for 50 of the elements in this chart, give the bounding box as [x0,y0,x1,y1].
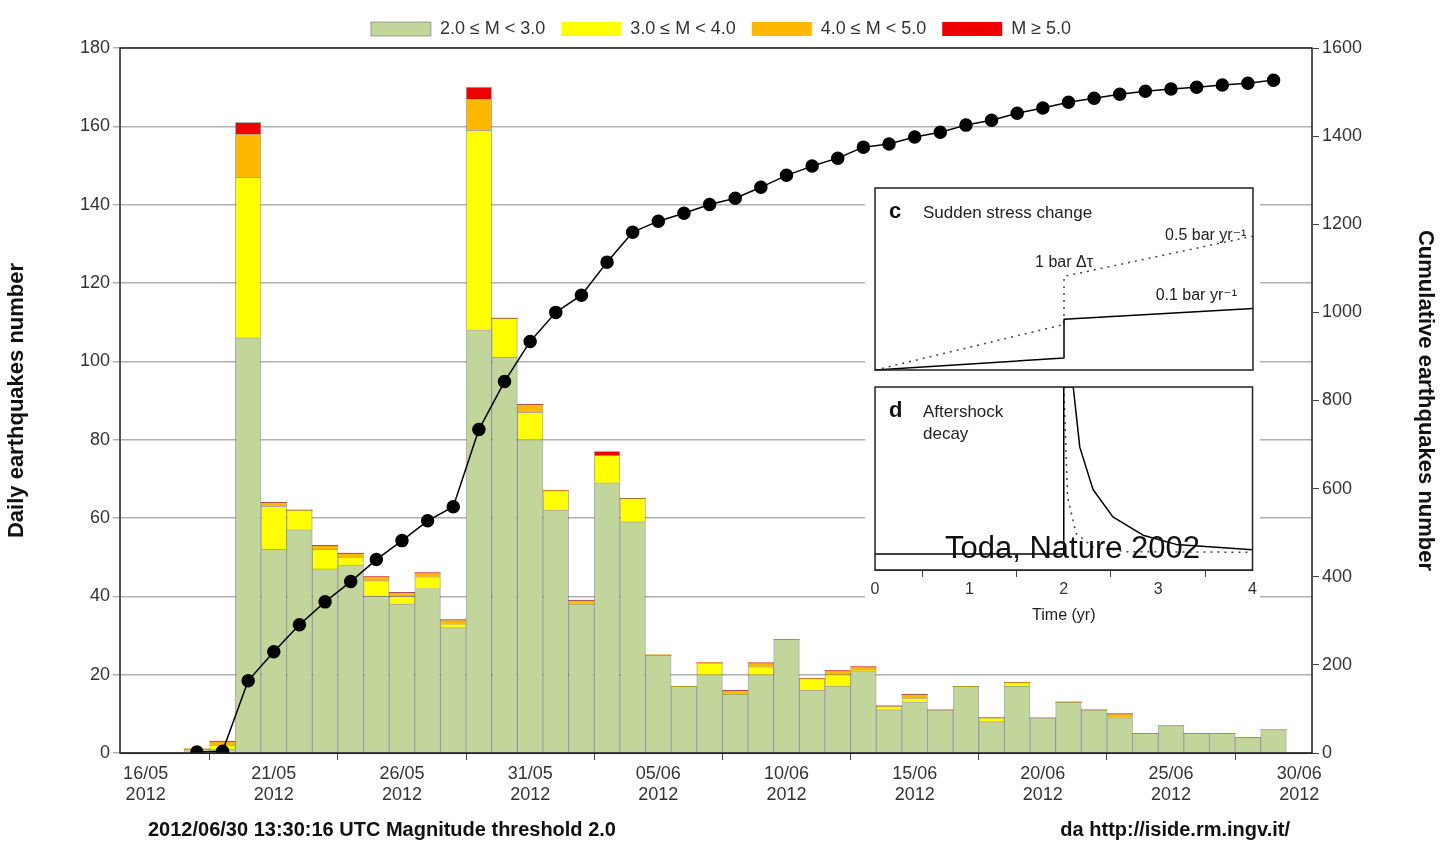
x-tick-label: 0 [870,580,880,598]
annotation: c [889,198,902,223]
y2-tick-label: 800 [1322,389,1353,410]
legend-label: 3.0 ≤ M < 4.0 [630,17,736,38]
x-tick-label: 10/06 2012 [763,762,810,805]
y2-tick-label: 200 [1322,653,1353,674]
y-tick-label: 120 [79,271,110,292]
x-tick-label: 16/05 2012 [123,762,169,805]
x-tick-label: 05/06 2012 [635,762,681,805]
legend-label: 4.0 ≤ M < 5.0 [820,17,927,38]
y2-tick-label: 1600 [1322,36,1363,57]
y-tick-label: 100 [79,350,110,371]
y2-tick-label: 1000 [1322,301,1363,322]
y-tick-label: 180 [79,36,110,57]
annotation: 1 bar Δτ [1035,252,1094,270]
y2-tick-label: 600 [1322,477,1353,498]
y2-tick-label: 1200 [1322,213,1363,234]
y-tick-label: 0 [99,741,110,762]
annotation: 0.1 bar yr⁻¹ [1155,286,1237,304]
y2-tick-label: 1400 [1322,125,1363,146]
y2-tick-label: 400 [1322,565,1353,586]
x-tick-label: 20/06 2012 [1020,762,1066,805]
x-tick-label: 31/05 2012 [507,762,553,805]
x-axis-title: Time (yr) [1032,605,1096,623]
x-tick-label: 3 [1153,580,1163,598]
y-tick-label: 60 [89,506,110,527]
x-tick-label: 25/06 2012 [1148,762,1194,805]
legend-label: M ≥ 5.0 [1011,17,1072,38]
y2-tick-label: 0 [1322,741,1333,762]
y-tick-label: 20 [89,663,110,684]
text: Aftershock decay [923,402,1004,443]
chart-title: Sudden stress change [923,203,1093,222]
text: 2012/06/30 13:30:16 UTC Magnitude threshold 2.0 [148,818,616,841]
annotation: 0.5 bar yr⁻¹ [1165,225,1247,243]
y-tick-label: 40 [89,585,110,606]
x-tick-label: 4 [1248,580,1258,598]
x-tick-label: 26/05 2012 [379,762,425,805]
x-tick-label: 2 [1059,580,1069,598]
y-tick-label: 80 [89,428,110,449]
y2-axis-title: Cumulative earthquakes number [1413,229,1439,572]
x-tick-label: 21/05 2012 [251,762,297,805]
x-tick-label: 30/06 2012 [1276,762,1322,805]
text: da http://iside.rm.ingv.it/ [1060,818,1290,841]
y-tick-label: 140 [79,193,110,214]
legend-label: 2.0 ≤ M < 3.0 [439,17,546,38]
y-axis-title: Daily earthquakes number [3,262,29,539]
y-tick-label: 160 [79,115,110,136]
x-tick-label: 15/06 2012 [892,762,938,805]
annotation: d [889,397,903,422]
x-tick-label: 1 [964,580,974,598]
